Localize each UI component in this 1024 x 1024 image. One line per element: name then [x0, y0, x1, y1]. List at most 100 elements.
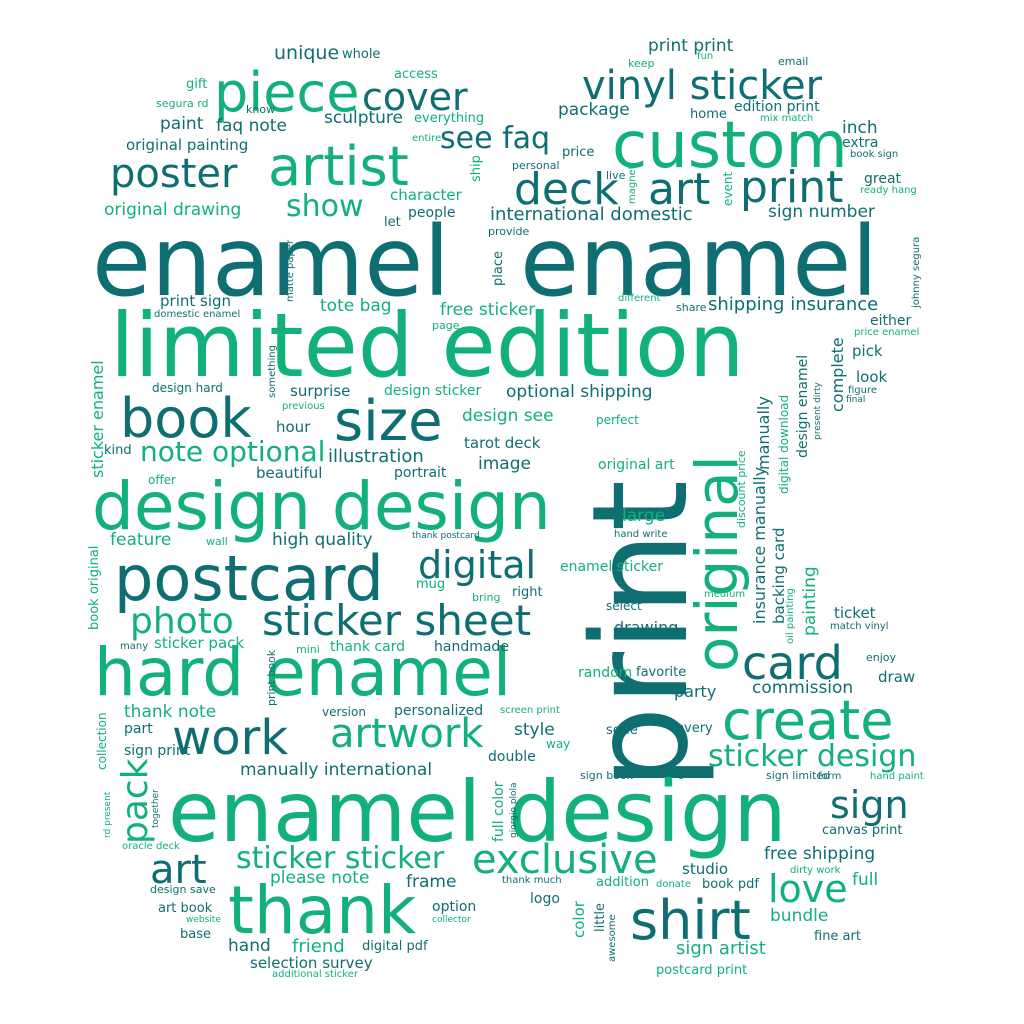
word-poster: poster: [110, 151, 238, 197]
word-giorgio-plola: giorgio plola: [509, 782, 519, 838]
word-figure: figure: [848, 385, 878, 396]
word-photo: photo: [130, 601, 234, 642]
word-digital-pdf: digital pdf: [362, 939, 428, 954]
word-design-save: design save: [150, 883, 216, 896]
word-glass: glass: [678, 769, 704, 780]
word-bring: bring: [472, 591, 501, 604]
word-friend: friend: [292, 936, 345, 957]
word-book-pdf: book pdf: [702, 877, 759, 892]
word-mix-match: mix match: [760, 113, 814, 124]
word-ship: ship: [469, 155, 484, 182]
word-share: share: [676, 301, 707, 314]
word-original-drawing: original drawing: [104, 200, 242, 220]
word-version: version: [322, 705, 366, 719]
word-entire: entire: [412, 133, 442, 144]
word-thank-card: thank card: [330, 639, 406, 655]
word-edition-print: edition print: [734, 99, 820, 115]
word-original-art: original art: [598, 457, 675, 473]
word-bundle: bundle: [770, 906, 829, 926]
word-art-2: art: [150, 847, 207, 893]
word-deck: deck: [514, 164, 619, 215]
word-many: many: [120, 641, 149, 652]
word-note-optional: note optional: [140, 435, 326, 468]
word-place: place: [491, 251, 506, 286]
word-sign-artist: sign artist: [676, 938, 766, 959]
word-piece: piece: [214, 61, 360, 124]
word-sticker-sticker: sticker sticker: [236, 841, 445, 876]
word-base: base: [180, 927, 211, 942]
word-gift: gift: [186, 77, 208, 92]
word-print-print: print print: [648, 36, 734, 56]
word-manually-international: manually international: [240, 760, 433, 780]
word-mini: mini: [296, 643, 320, 656]
word-hour: hour: [276, 418, 311, 436]
word-digital: digital: [418, 543, 537, 587]
word-enamel-design: enamel design: [168, 763, 787, 861]
word-postcard-print: postcard print: [656, 963, 748, 978]
word-color: color: [570, 901, 588, 938]
word-artwork: artwork: [330, 711, 484, 757]
word-kind: kind: [104, 443, 132, 458]
word-oil-painting: oil painting: [785, 588, 796, 644]
word-thank-postcard: thank postcard: [412, 531, 480, 541]
word-style: style: [514, 720, 555, 740]
word-magnet: magnet: [627, 165, 638, 204]
word-original-painting: original painting: [126, 136, 249, 154]
word-let: let: [384, 215, 401, 230]
word-mug: mug: [416, 577, 446, 592]
word-dirty-work: dirty work: [790, 865, 841, 876]
word-enjoy: enjoy: [866, 651, 897, 664]
word-live: live: [606, 169, 626, 182]
word-logo: logo: [530, 891, 560, 907]
word-digital-download: digital download: [777, 394, 791, 494]
word-draw: draw: [878, 668, 916, 686]
word-create: create: [722, 689, 894, 752]
word-art-1: art: [648, 164, 711, 215]
word-work: work: [172, 710, 289, 766]
word-drawing: drawing: [614, 618, 679, 637]
word-print-book: print book: [265, 649, 278, 706]
word-book-sign: book sign: [850, 149, 899, 160]
word-please-note: please note: [270, 868, 370, 888]
word-character: character: [390, 186, 462, 204]
word-portrait: portrait: [394, 465, 447, 481]
word-discount-price: discount price: [735, 450, 748, 528]
word-domestic-enamel: domestic enamel: [154, 309, 241, 320]
word-hard-enamel: hard enamel: [94, 634, 512, 711]
word-free-shipping: free shipping: [764, 844, 876, 864]
word-design-see: design see: [462, 406, 554, 426]
word-present-dirty: present dirty: [813, 382, 823, 440]
word-form: form: [818, 771, 842, 782]
word-awesome: awesome: [607, 914, 618, 962]
word-whole: whole: [342, 47, 381, 62]
word-tote-bag: tote bag: [320, 296, 392, 316]
word-enamel-2: enamel: [520, 206, 878, 318]
word-home: home: [690, 107, 727, 122]
word-perfect: perfect: [596, 413, 639, 427]
word-thank-much: thank much: [502, 875, 562, 886]
word-inch: inch: [842, 118, 878, 138]
word-sign-book: sign book: [580, 769, 634, 782]
word-donate: donate: [656, 879, 692, 890]
word-design-hard: design hard: [152, 381, 223, 395]
word-shipping-insurance: shipping insurance: [708, 294, 879, 315]
word-little: little: [593, 902, 608, 932]
word-art-book: art book: [158, 901, 213, 916]
word-offer: offer: [148, 473, 176, 487]
word-international-domestic: international domestic: [490, 204, 693, 225]
word-sign-limited: sign limited: [766, 769, 831, 782]
word-favorite: favorite: [636, 665, 687, 680]
word-previous: previous: [282, 401, 325, 412]
word-pack: pack: [115, 758, 156, 844]
word-sculpture: sculpture: [324, 108, 404, 128]
word-sign-number: sign number: [768, 202, 875, 222]
word-segura-rd: segura rd: [156, 97, 209, 110]
word-everything: everything: [414, 111, 485, 126]
word-thank: thank: [228, 872, 417, 949]
word-design-sticker: design sticker: [384, 383, 482, 399]
word-optional-shipping: optional shipping: [506, 382, 653, 402]
word-faq-note: faq note: [216, 116, 287, 136]
word-access: access: [394, 67, 438, 82]
word-design-enamel: design enamel: [795, 354, 811, 458]
word-love: love: [768, 867, 848, 911]
